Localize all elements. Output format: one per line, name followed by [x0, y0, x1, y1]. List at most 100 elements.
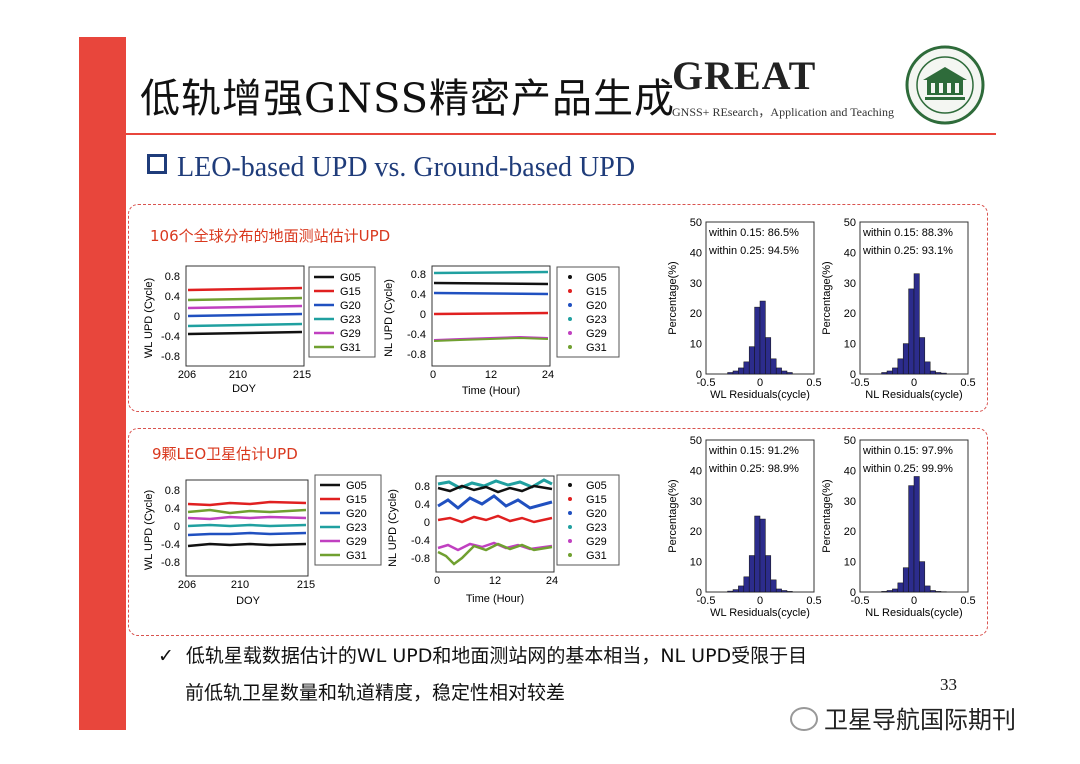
y-tick-label: 40	[844, 465, 856, 477]
panel-title: 106个全球分布的地面测站估计UPD	[150, 227, 391, 245]
histogram-bar	[727, 590, 734, 593]
x-tick-label: 12	[489, 575, 501, 587]
legend-entry: G15	[586, 286, 607, 298]
title-divider	[126, 133, 996, 135]
panel-title: 9颗LEO卫星估计UPD	[152, 445, 298, 463]
y-tick-label: 0	[850, 587, 856, 599]
x-axis-label: WL Residuals(cycle)	[710, 389, 810, 401]
watermark: 卫星导航国际期刊	[790, 700, 1016, 735]
y-tick-label: 40	[844, 247, 856, 259]
logo-subtitle: GNSS+ REsearch，Application and Teaching	[672, 105, 894, 119]
x-tick-label: 206	[178, 579, 196, 591]
x-tick-label: 12	[485, 369, 497, 381]
legend-entry: G20	[340, 300, 361, 312]
within-015-label: within 0.15: 86.5%	[708, 227, 799, 239]
x-tick-label: 0	[757, 377, 763, 389]
y-tick-label: 50	[690, 435, 702, 447]
x-tick-label: 215	[297, 579, 315, 591]
legend-entry: G29	[586, 328, 607, 340]
legend-entry: G20	[586, 508, 607, 520]
histogram-bar	[727, 372, 734, 375]
x-axis-label: NL Residuals(cycle)	[865, 389, 962, 401]
y-tick-label: -0.8	[411, 553, 430, 565]
nl-upd-chart: NL UPD (Cycle) 0.8 0.4 0 -0.4 -0.8 0 12 …	[387, 475, 558, 605]
y-tick-label: 50	[690, 217, 702, 229]
legend-entry: G05	[586, 272, 607, 284]
legend-entry: G15	[340, 286, 361, 298]
x-axis-label: WL Residuals(cycle)	[710, 607, 810, 619]
y-tick-label: 40	[690, 465, 702, 477]
y-tick-label: 0.4	[165, 291, 180, 303]
legend-entry: G23	[340, 314, 361, 326]
histogram-bar	[781, 370, 788, 375]
y-tick-label: 0.4	[165, 503, 180, 515]
y-tick-label: -0.4	[411, 535, 430, 547]
histogram-bar	[913, 476, 920, 593]
histogram-bar	[770, 579, 777, 593]
y-axis-label: Percentage(%)	[821, 479, 833, 552]
legend-entry: G31	[586, 342, 607, 354]
wl-upd-chart: WL UPD (Cycle) 0.8 0.4 0 -0.4 -0.8 206 2…	[143, 265, 311, 395]
conclusion-line-1: 低轨星载数据估计的WL UPD和地面测站网的基本相当，NL UPD受限于目	[185, 645, 808, 667]
y-tick-label: 50	[844, 217, 856, 229]
y-tick-label: 0	[424, 517, 430, 529]
y-tick-label: 0	[174, 521, 180, 533]
y-tick-label: 30	[844, 496, 856, 508]
legend-entry: G23	[586, 314, 607, 326]
x-axis-label: DOY	[236, 595, 261, 607]
histogram-bar	[748, 346, 755, 375]
y-tick-label: 30	[690, 278, 702, 290]
legend-entry: G29	[346, 536, 367, 548]
y-tick-label: 0	[174, 311, 180, 323]
wechat-icon	[790, 707, 818, 731]
y-tick-label: 0.4	[415, 499, 430, 511]
histogram-bar	[919, 561, 926, 593]
x-tick-label: 215	[293, 369, 311, 381]
check-icon: ✓	[158, 645, 174, 667]
y-tick-label: 0	[850, 369, 856, 381]
legend-entry: G20	[586, 300, 607, 312]
x-tick-label: 0	[430, 369, 436, 381]
great-logo: GREAT	[672, 53, 817, 98]
series-G20	[187, 312, 303, 318]
histogram-bar	[754, 306, 761, 375]
wl-legend: G05 G15 G20 G23 G29 G31	[314, 474, 382, 566]
x-tick-label: 0	[434, 575, 440, 587]
within-015-label: within 0.15: 97.9%	[862, 445, 953, 457]
histogram-bar	[732, 370, 739, 375]
y-tick-label: 10	[844, 339, 856, 351]
histogram-bar	[881, 372, 888, 375]
within-025-label: within 0.25: 94.5%	[708, 245, 799, 257]
x-axis-label: Time (Hour)	[462, 385, 520, 397]
histogram-bar	[929, 590, 936, 593]
y-axis-label: NL UPD (Cycle)	[383, 279, 395, 357]
histogram-bar	[738, 585, 745, 593]
histogram-bar	[892, 367, 899, 375]
histogram-bar	[935, 372, 942, 375]
section-subtitle: LEO-based UPD vs. Ground-based UPD	[147, 152, 635, 184]
nl-legend: G05 G15 G20 G23 G29 G31	[556, 266, 620, 358]
y-tick-label: 30	[844, 278, 856, 290]
y-axis-label: Percentage(%)	[667, 479, 679, 552]
within-025-label: within 0.25: 98.9%	[708, 463, 799, 475]
x-tick-label: 210	[231, 579, 249, 591]
x-tick-label: -0.5	[697, 595, 716, 607]
wl-upd-chart: WL UPD (Cycle) 0.8 0.4 0 -0.4 -0.8 206 2…	[143, 479, 315, 607]
histogram-bar	[754, 515, 761, 593]
x-tick-label: 0.5	[806, 595, 821, 607]
histogram-bar	[759, 300, 766, 375]
y-tick-label: -0.4	[407, 329, 426, 341]
series-G15	[187, 286, 303, 292]
y-axis-label: WL UPD (Cycle)	[143, 278, 155, 358]
square-outline-icon	[147, 154, 167, 174]
y-tick-label: 10	[844, 557, 856, 569]
histogram-bar	[897, 582, 904, 593]
legend-entry: G31	[586, 550, 607, 562]
ground-upd-panel	[128, 204, 988, 412]
y-tick-label: -0.4	[161, 331, 180, 343]
legend-entry: G05	[346, 480, 367, 492]
within-025-label: within 0.25: 99.9%	[862, 463, 953, 475]
x-axis-label: Time (Hour)	[466, 593, 524, 605]
legend-entry: G31	[340, 342, 361, 354]
